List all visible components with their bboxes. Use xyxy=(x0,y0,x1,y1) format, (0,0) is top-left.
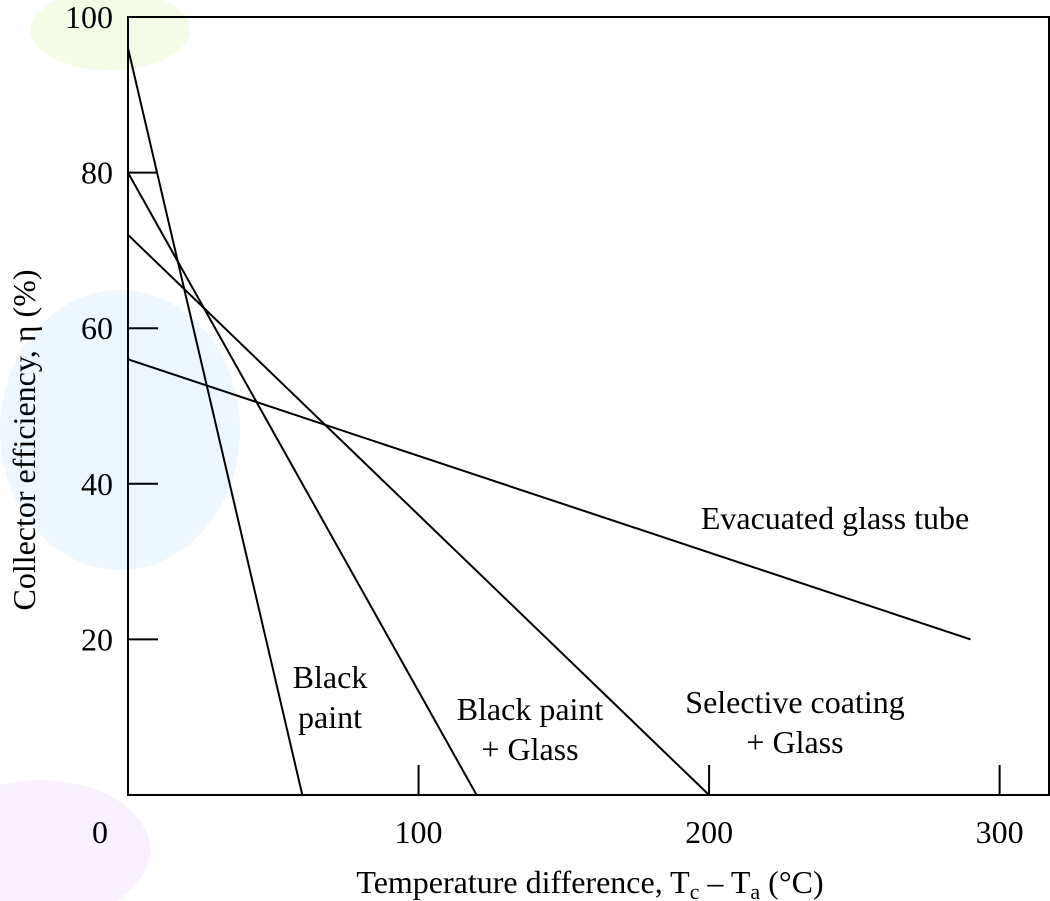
annotation: Evacuated glass tube xyxy=(701,500,969,536)
x-axis-label-sub: a xyxy=(750,879,760,901)
chart: Collector efficiency, η (%) Temperature … xyxy=(0,0,1050,901)
x-tick-label: 0 xyxy=(92,814,108,850)
annotation: Black paint xyxy=(457,691,604,727)
y-tick-label: 60 xyxy=(81,310,113,346)
annotation: paint xyxy=(298,699,362,735)
x-tick-label: 300 xyxy=(976,814,1024,850)
y-axis-label: Collector efficiency, η (%) xyxy=(6,269,42,610)
annotation: + Glass xyxy=(481,731,578,767)
x-axis-label-part: Temperature difference, T xyxy=(356,864,690,900)
y-tick-label: 40 xyxy=(81,466,113,502)
annotation: Selective coating xyxy=(685,684,904,720)
y-tick-label: 20 xyxy=(81,621,113,657)
x-axis-label: Temperature difference, Tc – Ta (°C) xyxy=(356,864,823,901)
annotation: Black xyxy=(293,659,368,695)
y-tick-label: 100 xyxy=(65,0,113,35)
x-axis-label-sub: c xyxy=(690,879,700,901)
annotation: + Glass xyxy=(746,724,843,760)
x-axis-label-part: – T xyxy=(699,864,750,900)
x-tick-label: 100 xyxy=(395,814,443,850)
x-axis-label-part: (°C) xyxy=(760,864,823,900)
y-tick-label: 80 xyxy=(81,155,113,191)
x-tick-label: 200 xyxy=(685,814,733,850)
